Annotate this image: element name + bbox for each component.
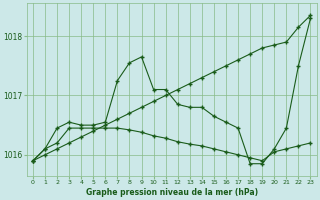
X-axis label: Graphe pression niveau de la mer (hPa): Graphe pression niveau de la mer (hPa) — [86, 188, 258, 197]
